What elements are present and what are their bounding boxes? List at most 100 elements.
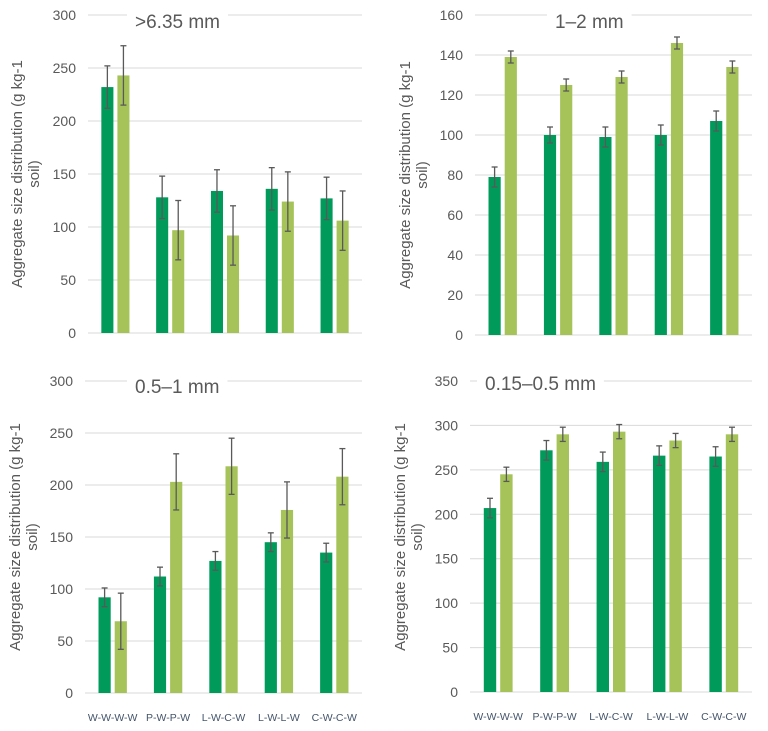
y-axis-label-line: soil) <box>26 160 43 188</box>
chart-panel-4: 0 50 100 150 200 250 300 350 Aggregate size dist… <box>392 373 752 723</box>
bar-series1 <box>599 137 612 335</box>
bar-series2 <box>613 431 626 692</box>
x-tick-label: L-W-L-W <box>646 711 688 723</box>
y-tick-label: 100 <box>53 219 77 235</box>
x-tick-label: L-W-C-W <box>202 712 246 724</box>
chart-title-background <box>547 12 632 33</box>
bar-series1 <box>101 87 114 333</box>
chart-title-background <box>127 377 228 398</box>
y-tick-label: 80 <box>447 167 463 183</box>
y-tick-label: 50 <box>60 272 76 288</box>
y-axis-label-line: soil) <box>414 161 431 189</box>
y-tick-label: 300 <box>435 417 459 433</box>
chart-title-background <box>477 374 604 395</box>
y-axis-label: Aggregate size distribution (g kg-1soil) <box>9 60 43 288</box>
bar-series1 <box>156 197 169 333</box>
bar-series2 <box>117 75 130 334</box>
bar-series2 <box>172 230 185 333</box>
y-tick-label: 250 <box>53 60 77 76</box>
y-tick-label: 200 <box>435 506 459 522</box>
bar-series1 <box>210 190 223 333</box>
bar-series1 <box>488 177 501 335</box>
y-axis-label-line: Aggregate size distribution (g kg-1 <box>9 60 26 288</box>
y-tick-label: 200 <box>53 113 77 129</box>
y-axis-label-line: Aggregate size distribution (g kg-1 <box>7 423 24 651</box>
bar-series1 <box>265 188 278 333</box>
y-tick-label: 0 <box>68 325 76 341</box>
y-tick-label: 40 <box>447 247 463 263</box>
bar-series2 <box>336 476 349 693</box>
y-tick-label: 140 <box>440 47 464 63</box>
y-tick-label: 50 <box>442 640 458 656</box>
bar-series2 <box>170 481 183 693</box>
y-tick-label: 100 <box>440 127 464 143</box>
x-tick-label: L-W-L-W <box>258 712 300 724</box>
y-axis-label: Aggregate size distribution (g kg-1soil) <box>392 423 426 651</box>
y-tick-label: 100 <box>435 595 459 611</box>
bar-series2 <box>669 440 682 692</box>
bar-series2 <box>500 474 513 692</box>
x-tick-label: C-W-C-W <box>701 711 746 723</box>
bar-series1 <box>483 508 497 692</box>
y-tick-label: 350 <box>435 373 459 389</box>
bar-series2 <box>225 466 238 693</box>
bar-series2 <box>336 220 349 333</box>
x-tick-label: W-W-W-W <box>88 712 138 724</box>
bar-series2 <box>560 85 573 335</box>
y-tick-label: 300 <box>53 7 77 23</box>
y-axis-label-line: Aggregate size distribution (g kg-1 <box>397 61 414 289</box>
bar-series2 <box>725 434 739 692</box>
bar-series2 <box>726 67 739 335</box>
bar-series2 <box>227 235 240 333</box>
bar-series2 <box>556 434 570 692</box>
y-tick-label: 250 <box>50 425 74 441</box>
x-tick-label: P-W-P-W <box>533 711 577 723</box>
bar-series1 <box>320 552 333 693</box>
y-tick-label: 20 <box>447 287 463 303</box>
y-tick-label: 250 <box>435 462 459 478</box>
y-tick-label: 160 <box>440 7 464 23</box>
bar-series1 <box>652 455 666 692</box>
bar-series1 <box>710 121 723 335</box>
x-tick-label: L-W-C-W <box>589 711 633 723</box>
y-tick-label: 50 <box>57 633 73 649</box>
chart-title: >6.35 mm <box>135 12 220 33</box>
bar-series1 <box>320 198 333 333</box>
chart-title: 0.15–0.5 mm <box>485 374 596 395</box>
bar-series2 <box>281 201 294 333</box>
y-tick-label: 150 <box>435 551 459 567</box>
y-tick-label: 200 <box>50 477 74 493</box>
y-tick-label: 150 <box>50 529 74 545</box>
y-tick-label: 150 <box>53 166 77 182</box>
x-tick-label: W-W-W-W <box>473 711 523 723</box>
chart-panel-2: 0 20 40 60 80 100 120 140 160 Aggregate size dist… <box>397 7 752 343</box>
bar-series1 <box>543 135 557 335</box>
x-tick-label: P-W-P-W <box>146 712 190 724</box>
y-axis-label: Aggregate size distribution (g kg-1soil) <box>7 423 41 651</box>
bar-series2 <box>114 621 127 693</box>
bar-series2 <box>615 77 628 335</box>
bar-series1 <box>709 456 722 692</box>
chart-title: 0.5–1 mm <box>135 377 219 398</box>
y-tick-label: 100 <box>50 581 74 597</box>
y-tick-label: 120 <box>440 87 464 103</box>
y-axis-label-line: Aggregate size distribution (g kg-1 <box>392 423 409 651</box>
bar-series1 <box>654 135 667 335</box>
y-tick-label: 0 <box>450 684 458 700</box>
y-tick-label: 300 <box>50 373 74 389</box>
chart-panel-1: 0 50 100 150 200 250 300 Aggregate size distrib… <box>9 7 362 341</box>
bar-series1 <box>98 597 111 693</box>
y-axis-label: Aggregate size distribution (g kg-1soil) <box>397 61 431 289</box>
bar-series2 <box>504 57 517 335</box>
y-tick-label: 0 <box>455 327 463 343</box>
x-tick-label: C-W-C-W <box>312 712 357 724</box>
bar-series1 <box>153 576 167 693</box>
bar-series1 <box>540 450 553 692</box>
chart-title-background <box>127 12 229 33</box>
bar-series2 <box>280 509 294 693</box>
bar-series2 <box>670 43 684 335</box>
chart-title: 1–2 mm <box>555 12 624 33</box>
bar-series1 <box>596 461 609 692</box>
chart-panel-3: 0 50 100 150 200 250 300 Aggregate size distrib… <box>7 373 362 724</box>
